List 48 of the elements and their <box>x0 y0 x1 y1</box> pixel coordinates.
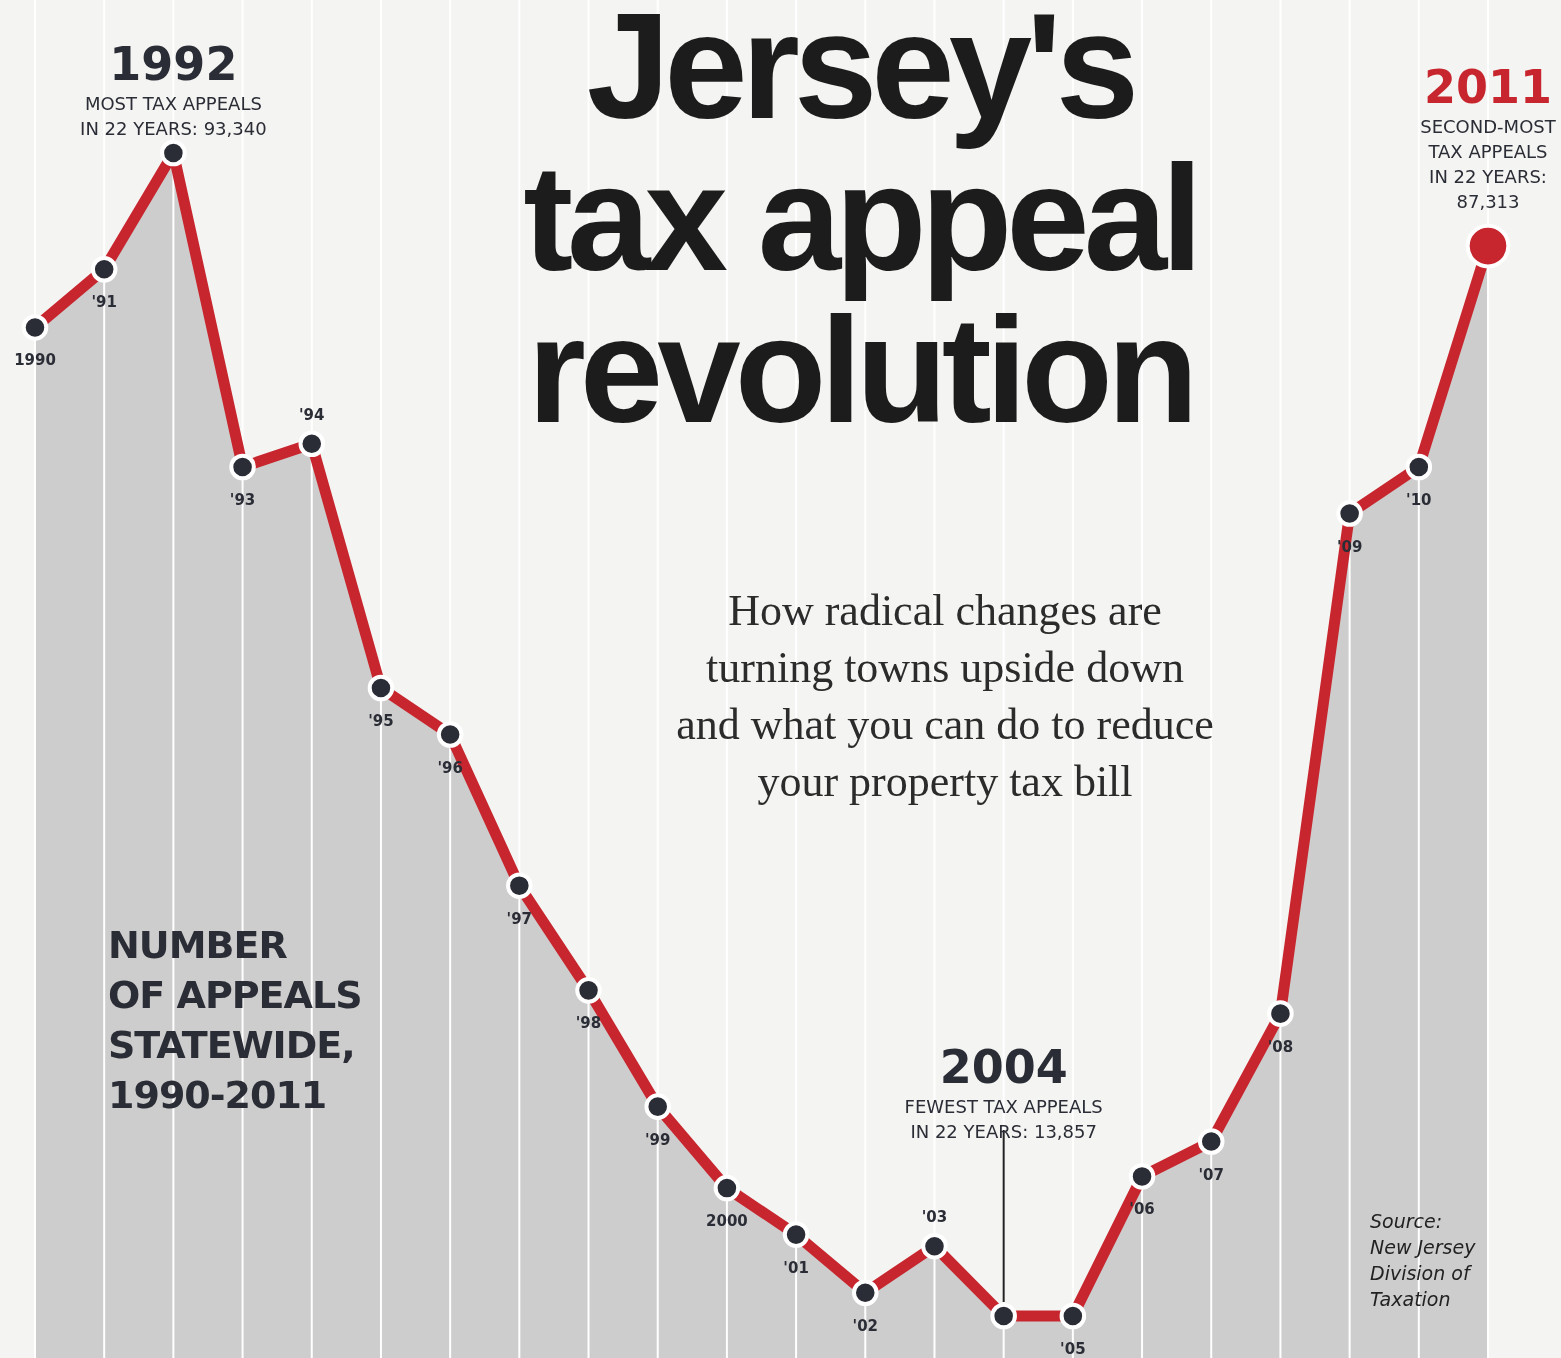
x-tick-label: '07 <box>1198 1165 1224 1184</box>
x-tick-label: '06 <box>1129 1200 1155 1219</box>
point <box>229 453 256 481</box>
text: MOST TAX APPEALS IN 22 YEARS: 93,340 <box>80 93 267 139</box>
point <box>575 977 602 1004</box>
point <box>367 674 395 702</box>
point <box>90 256 118 283</box>
x-tick-label: '97 <box>506 909 533 928</box>
annotation: SECOND-MOST TAX APPEALS IN 22 YEARS: 87,313 <box>1420 116 1557 213</box>
point <box>1059 1302 1087 1330</box>
annotation: FEWEST TAX APPEALS IN 22 YEARS: 13,857 <box>904 1096 1103 1142</box>
x-tick-label: '93 <box>229 491 256 510</box>
x-tick-label: '01 <box>783 1258 809 1277</box>
x-tick-label: '94 <box>299 405 325 424</box>
x-tick-label: '95 <box>368 711 394 730</box>
y-axis-title: NUMBER OF APPEALS STATEWIDE, 1990-2011 <box>108 923 362 1117</box>
point <box>713 1174 741 1202</box>
x-tick-label: '10 <box>1406 491 1432 510</box>
annotation: Source: New Jersey Division of Taxation <box>1370 1210 1477 1310</box>
x-tick-label: '05 <box>1060 1340 1086 1358</box>
point <box>644 1093 671 1120</box>
x-tick-label: 1990 <box>14 351 56 370</box>
point <box>1267 1000 1294 1027</box>
point <box>160 139 187 167</box>
x-tick-label: 2004 <box>939 1040 1068 1094</box>
text: How radical changes are turning towns upside down and what you can do to reduce your property tax bill <box>676 586 1214 806</box>
point <box>852 1279 879 1306</box>
point <box>1197 1128 1225 1155</box>
point <box>1336 500 1363 527</box>
point <box>1128 1163 1156 1190</box>
x-tick-label: 1992 <box>109 37 238 91</box>
x-tick-label: 2011 <box>1423 60 1553 115</box>
x-tick-label: '03 <box>921 1208 948 1227</box>
x-tick-label: '99 <box>644 1130 671 1149</box>
x-tick-label: 2000 <box>706 1212 748 1231</box>
x-tick-label: '08 <box>1267 1037 1294 1056</box>
x-tick-label: '91 <box>91 293 117 312</box>
point <box>921 1232 948 1260</box>
point <box>1405 453 1433 481</box>
point <box>436 721 464 748</box>
chart-title: Jersey's tax appeal revolution <box>523 0 1197 454</box>
point <box>506 872 533 899</box>
point <box>990 1302 1017 1330</box>
point <box>782 1221 810 1248</box>
x-tick-label: '02 <box>852 1316 879 1335</box>
x-tick-label: '98 <box>575 1014 602 1033</box>
point <box>21 314 49 341</box>
point <box>298 430 326 458</box>
